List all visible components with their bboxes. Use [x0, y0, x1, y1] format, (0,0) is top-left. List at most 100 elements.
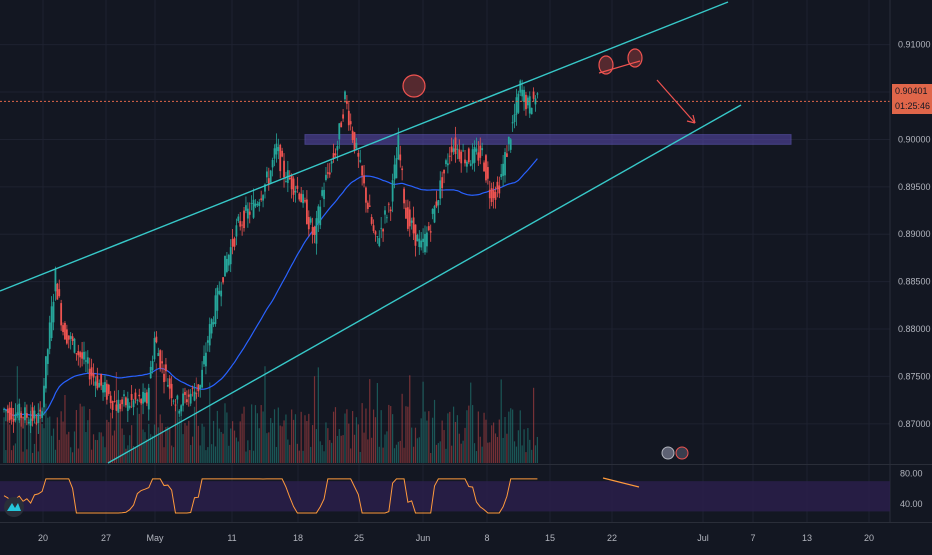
candle	[155, 331, 158, 344]
candle	[437, 200, 440, 214]
candle	[90, 358, 93, 385]
volume-bar	[167, 426, 169, 463]
candle	[401, 165, 404, 181]
candle-body	[466, 161, 468, 167]
volume-bar	[489, 442, 491, 463]
candle-body	[418, 238, 421, 248]
candle	[170, 376, 173, 407]
candle	[218, 281, 221, 296]
volume-bar	[94, 439, 97, 463]
volume-bar	[129, 435, 131, 463]
price-tick-label: 0.88000	[898, 324, 931, 334]
volume-bar	[310, 446, 312, 463]
candle	[275, 133, 278, 163]
candle-body	[39, 409, 42, 412]
volume-bar	[329, 440, 331, 463]
candle-body	[384, 210, 386, 215]
candle-body	[279, 144, 282, 172]
volume-bar	[256, 413, 258, 463]
candle-body	[102, 384, 104, 393]
date-tick-label: 27	[101, 533, 111, 543]
volume-bar	[508, 411, 510, 463]
volume-bar	[245, 451, 247, 463]
candle	[456, 144, 459, 160]
candle	[77, 344, 80, 366]
volume-bar	[51, 435, 53, 463]
candle	[365, 186, 367, 213]
candle	[462, 143, 465, 152]
candle	[134, 388, 137, 404]
candle-body	[370, 217, 373, 224]
volume-bar	[203, 426, 205, 463]
price-tick-label: 0.89500	[898, 182, 931, 192]
candle	[79, 350, 82, 368]
volume-bar	[5, 450, 7, 463]
candle	[509, 138, 512, 153]
candle-body	[336, 146, 339, 151]
candle-body	[450, 146, 453, 153]
volume-bar	[336, 435, 338, 463]
volume-bar	[298, 450, 300, 463]
candle	[56, 282, 59, 300]
date-tick-label: 15	[545, 533, 555, 543]
volume-bar	[327, 428, 329, 463]
volume-bar	[357, 424, 359, 463]
volume-bar	[393, 448, 396, 463]
volume-bar	[492, 422, 495, 463]
volume-bar	[211, 444, 213, 463]
volume-bar	[411, 427, 413, 463]
rsi-tick-label: 40.00	[900, 499, 923, 509]
volume-bar	[344, 413, 346, 463]
candle-body	[315, 218, 318, 244]
price-tick-label: 0.91000	[898, 40, 931, 50]
rsi-pane[interactable]: 80.00 40.00	[0, 464, 932, 518]
candle-body	[426, 232, 428, 247]
volume-bar	[481, 446, 483, 463]
volume-bar	[180, 409, 182, 463]
candle	[31, 402, 34, 427]
volume-bar	[352, 411, 354, 463]
volume-bar	[3, 417, 5, 463]
candle	[296, 177, 299, 193]
volume-bar	[171, 445, 173, 463]
volume-bar	[275, 446, 278, 463]
candle	[412, 206, 415, 241]
volume-bar	[515, 446, 518, 463]
volume-bar	[146, 439, 148, 463]
candle-body	[519, 80, 522, 93]
volume-bar	[454, 421, 457, 463]
candle	[361, 165, 364, 186]
volume-bar	[9, 424, 11, 463]
candle	[138, 388, 141, 403]
volume-bar	[237, 441, 239, 463]
candle	[220, 282, 223, 307]
date-axis[interactable]: 20 27 May 11 18 25 Jun 8 15 22 Jul 7 13 20	[0, 522, 932, 544]
candle-body	[298, 193, 301, 200]
candle	[172, 399, 175, 405]
volume-bar	[521, 445, 523, 463]
price-axis[interactable]: 0.910000.905000.900000.895000.890000.885…	[889, 0, 932, 522]
rsi-band	[0, 481, 890, 512]
volume-bar	[47, 417, 49, 463]
candle	[536, 92, 539, 99]
volume-bar	[468, 405, 470, 463]
candle	[205, 342, 207, 375]
candle	[386, 214, 388, 223]
volume-bar	[83, 406, 85, 463]
candle	[498, 176, 501, 199]
candle-body	[410, 220, 413, 223]
candle-body	[88, 368, 91, 380]
candle	[347, 102, 350, 131]
candle-body	[530, 107, 533, 115]
volume-bar	[247, 440, 249, 463]
candle-body	[67, 335, 70, 340]
candle-body	[323, 189, 325, 200]
candle	[107, 383, 110, 396]
volume-bar	[155, 363, 157, 463]
volume-bar	[266, 433, 268, 463]
candle	[380, 217, 383, 239]
candle	[145, 389, 148, 407]
volume-bar	[98, 432, 100, 463]
